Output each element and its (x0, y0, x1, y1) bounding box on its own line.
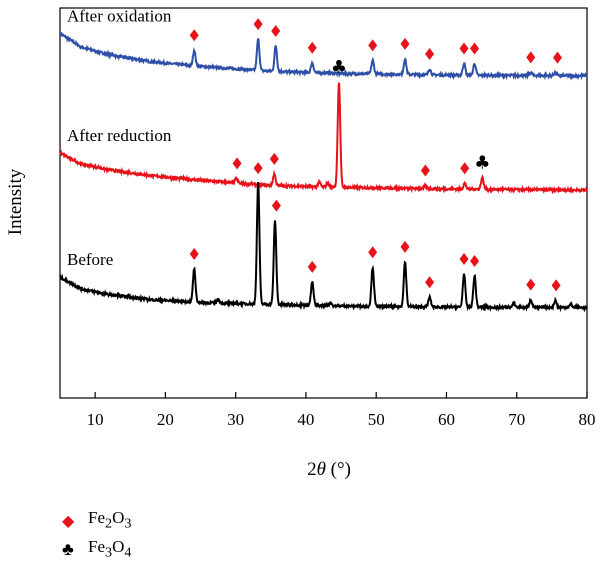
diamond-icon (459, 253, 469, 266)
xrd-chart: ♣♣ 10 20 30 40 50 60 70 80 After oxidationAfter… (5, 6, 596, 480)
x-tick-label-60: 60 (438, 410, 455, 429)
series-layer (59, 31, 588, 313)
x-axis-label: 2θ (°) (307, 459, 351, 480)
diamond-icon (551, 279, 561, 292)
diamond-icon (420, 164, 430, 177)
plot-border (59, 7, 588, 399)
series-line-before (59, 182, 588, 313)
diamond-icon (368, 39, 378, 52)
plot-frame (59, 7, 588, 399)
diamond-icon (526, 278, 536, 291)
x-tick-label-10: 10 (87, 410, 104, 429)
legend-item-fe2o3: ◆ Fe2O3 (62, 506, 131, 535)
diamond-icon (400, 37, 410, 50)
series-line-after-reduction (59, 82, 588, 195)
legend-item-fe3o4: ♣ Fe3O4 (62, 535, 131, 564)
diamond-icon: ◆ (62, 512, 75, 530)
series-labels: After oxidation After reduction Before (67, 6, 172, 269)
diamond-icon (271, 24, 281, 37)
y-axis-label: Intensity (5, 168, 26, 235)
club-icon: ♣ (331, 57, 347, 78)
diamond-icon (552, 51, 562, 64)
legend-label-fe3o4: Fe3O4 (88, 537, 132, 561)
series-line-after-oxidation (59, 31, 588, 81)
diamond-icon (253, 162, 263, 175)
legend: ◆ Fe2O3 ♣ Fe3O4 (62, 506, 131, 564)
diamond-icon (271, 199, 281, 212)
diamond-icon (189, 29, 199, 42)
series-label-before: Before (67, 250, 113, 269)
club-icon: ♣ (474, 153, 490, 174)
x-tick-label-50: 50 (368, 410, 385, 429)
marker-layer: ♣♣ (189, 18, 562, 292)
diamond-icon (232, 157, 242, 170)
diamond-icon (425, 276, 435, 289)
diamond-icon (307, 41, 317, 54)
x-tick-label-70: 70 (508, 410, 525, 429)
x-axis-ticks: 10 20 30 40 50 60 70 80 (87, 392, 596, 429)
diamond-icon (400, 240, 410, 253)
diamond-icon (253, 18, 263, 31)
x-tick-label-30: 30 (227, 410, 244, 429)
series-label-after-oxidation: After oxidation (67, 6, 172, 25)
legend-label-fe2o3: Fe2O3 (88, 508, 132, 532)
x-tick-label-80: 80 (579, 410, 596, 429)
diamond-icon (425, 47, 435, 60)
diamond-icon (368, 246, 378, 259)
diamond-icon (470, 42, 480, 55)
diamond-icon (307, 260, 317, 273)
x-tick-label-20: 20 (157, 410, 174, 429)
diamond-icon (470, 255, 480, 268)
diamond-icon (460, 162, 470, 175)
x-tick-label-40: 40 (297, 410, 314, 429)
series-label-after-reduction: After reduction (67, 126, 172, 145)
diamond-icon (526, 51, 536, 64)
diamond-icon (269, 152, 279, 165)
club-icon: ♣ (62, 539, 74, 559)
diamond-icon (459, 42, 469, 55)
diamond-icon (189, 247, 199, 260)
